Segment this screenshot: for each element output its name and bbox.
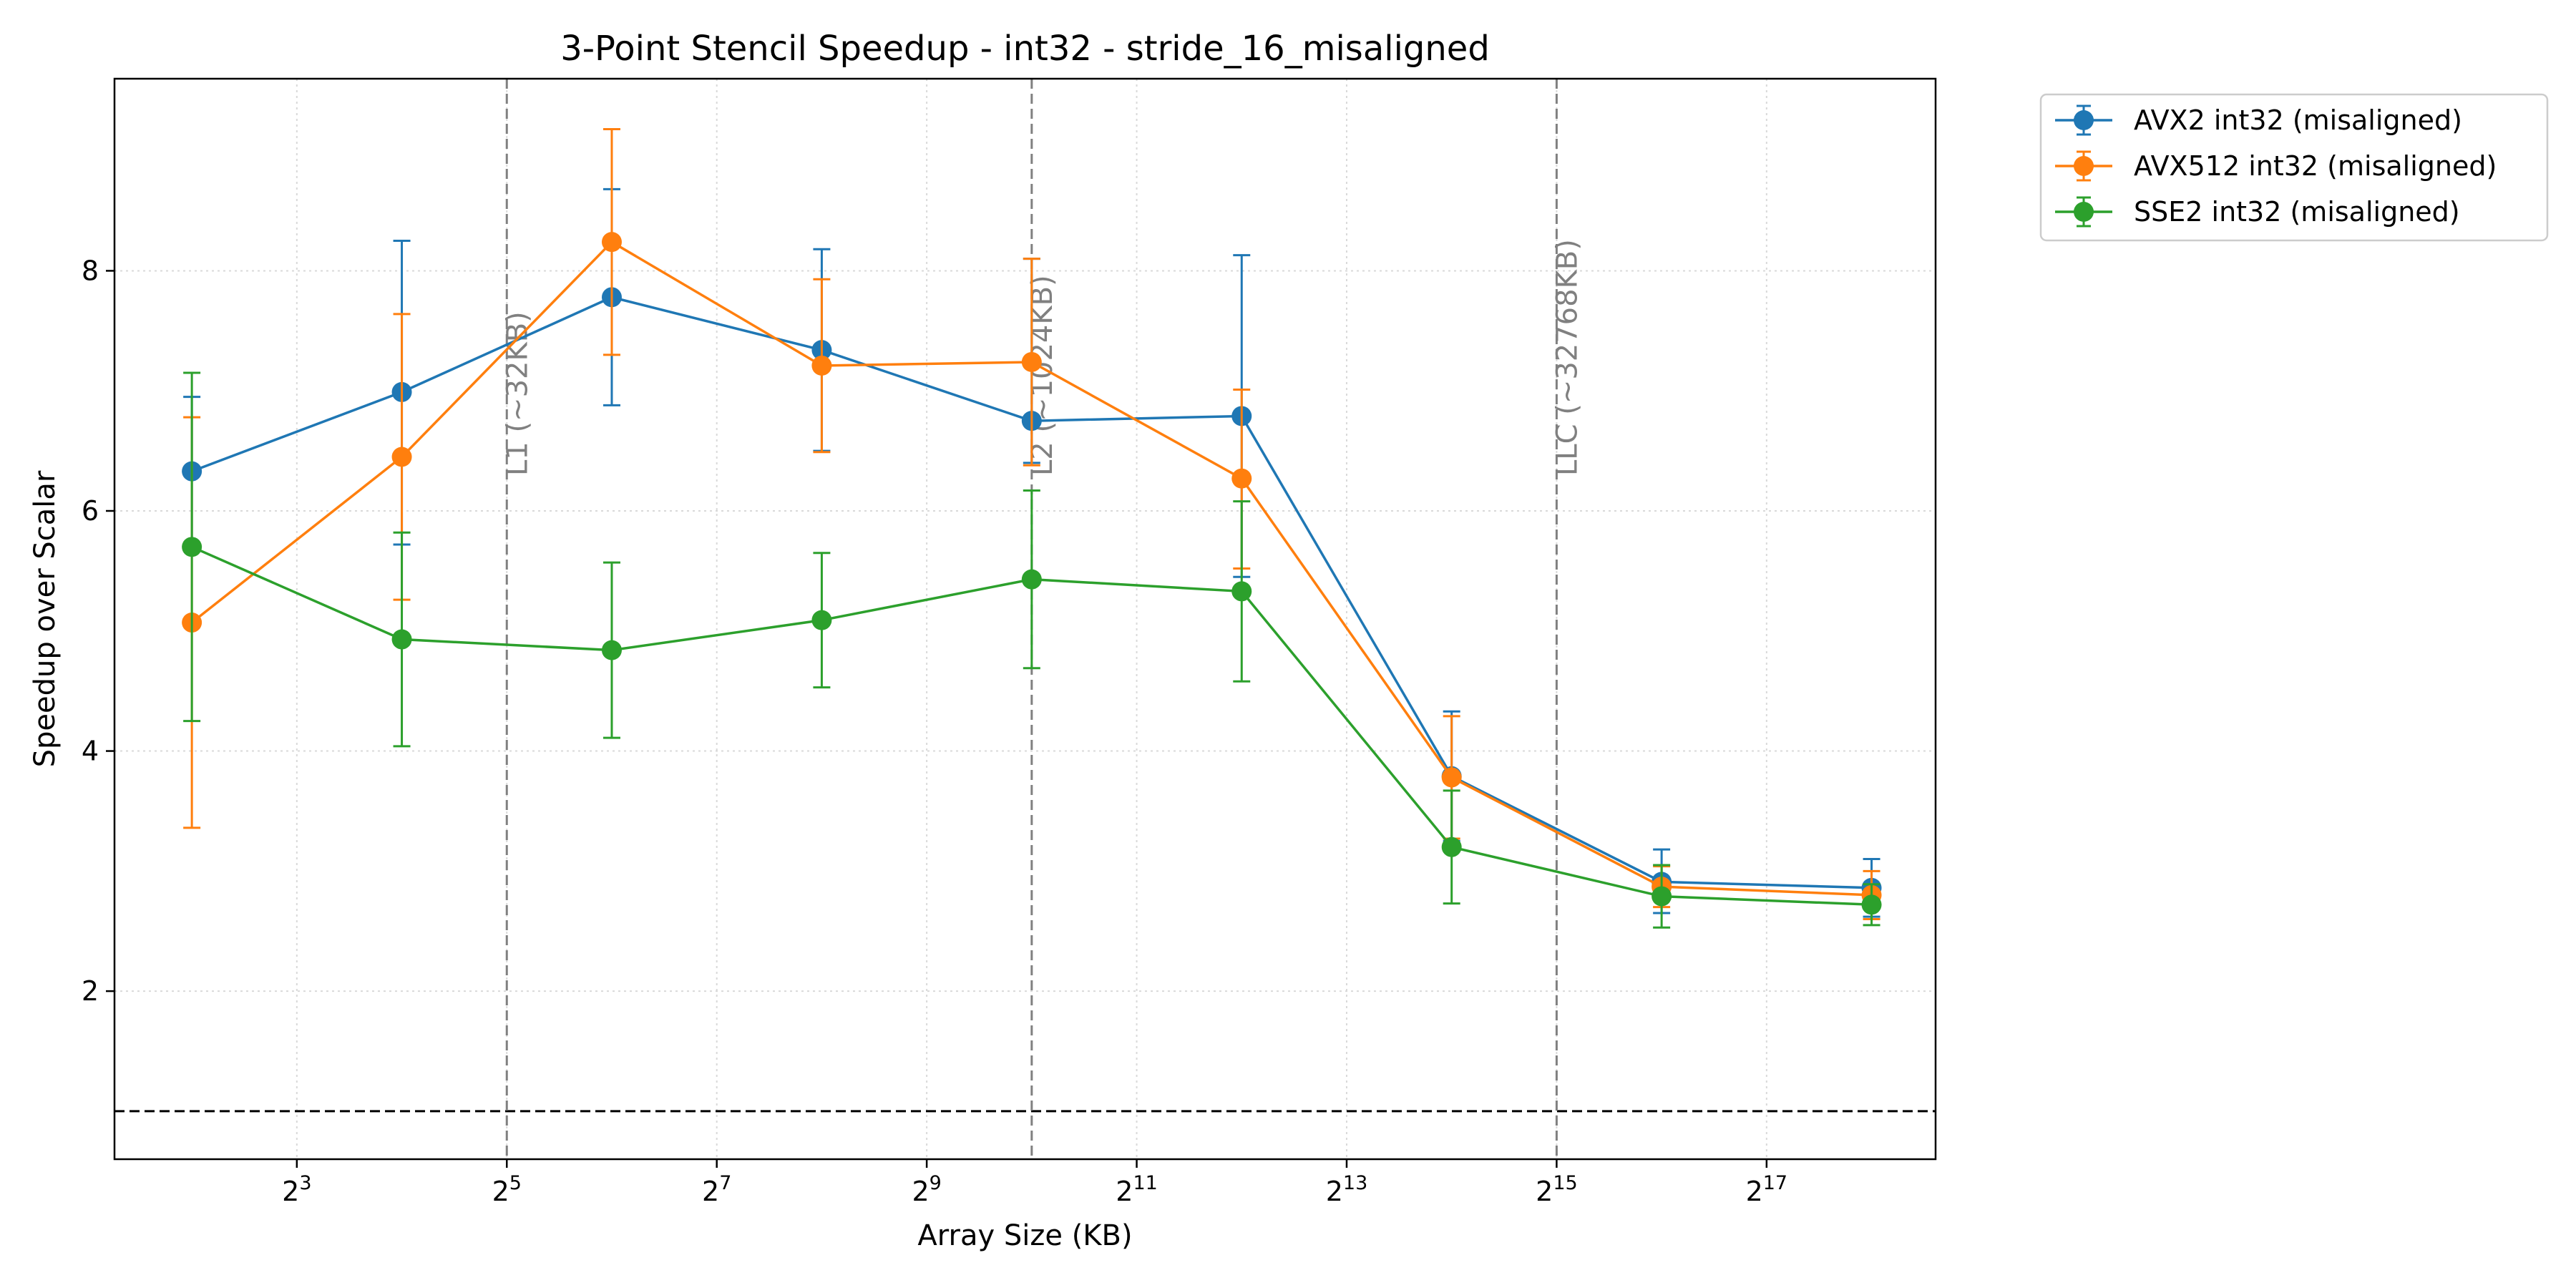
y-tick-label: 8 [82,255,99,286]
x-tick-label: 211 [1116,1172,1158,1207]
legend-marker [2074,110,2094,130]
data-point [391,629,412,650]
x-tick-label: 27 [702,1172,731,1207]
series-layer [182,127,1882,929]
data-point [601,640,622,660]
cache-boundary-label: L1 (~32KB) [501,311,534,476]
x-tick-label: 217 [1746,1172,1788,1207]
x-tick-label: 23 [282,1172,311,1207]
x-tick-label: 215 [1536,1172,1578,1207]
legend: AVX2 int32 (misaligned) AVX512 int32 (mis… [2039,93,2549,242]
data-point [1021,351,1042,372]
data-point [182,537,203,557]
legend-label: SSE2 int32 (misaligned) [2134,196,2460,228]
series-group [182,371,1882,929]
legend-marker [2074,202,2094,222]
legend-box [2039,93,2549,242]
data-point [1441,767,1462,788]
x-tick-label: 213 [1326,1172,1368,1207]
cache-boundary-label: LLC (~32768KB) [1551,239,1584,476]
grid-layer [114,79,1936,1159]
plot-frame [113,77,1937,1161]
data-point [1021,569,1042,590]
y-axis-label: Speedup over Scalar [29,470,62,767]
chart-title: 3-Point Stencil Speedup - int32 - stride… [560,29,1490,69]
x-tick-label: 25 [492,1172,522,1207]
data-point [1231,468,1252,489]
data-point [811,610,832,630]
legend-marker [2074,156,2094,176]
data-point [1441,836,1462,857]
data-point [391,447,412,467]
y-tick-label: 6 [82,495,99,527]
x-axis-label: Array Size (KB) [917,1219,1132,1252]
y-tick-label: 2 [82,975,99,1007]
y-tick-label: 4 [82,736,99,767]
data-point [811,355,832,376]
legend-label: AVX2 int32 (misaligned) [2134,104,2462,136]
data-point [1652,886,1672,907]
data-point [1861,894,1882,915]
tick-layer: 23 25 27 29 211 213 215 217 2 4 6 8 [82,255,1787,1207]
data-point [1231,581,1252,602]
data-point [601,232,622,253]
x-tick-label: 29 [912,1172,941,1207]
legend-label: AVX512 int32 (misaligned) [2134,150,2497,182]
